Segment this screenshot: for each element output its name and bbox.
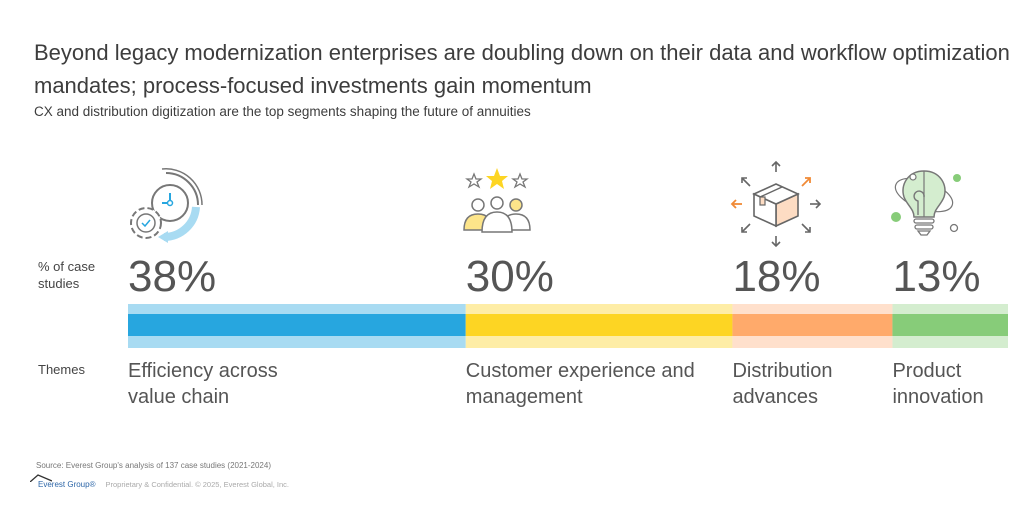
value-label-efficiency: 38% <box>128 252 217 301</box>
bar-segment-customer-experience <box>465 314 733 336</box>
themes-row-label: Themes <box>38 362 85 377</box>
customer-rating-icon <box>463 168 531 233</box>
lightbulb-innovation-icon <box>891 170 961 236</box>
footer: Everest Group® Proprietary & Confidentia… <box>30 474 290 489</box>
roof-icon <box>30 474 52 482</box>
chart-subtitle: CX and distribution digitization are the… <box>34 104 531 119</box>
theme-label-product-innovation: Product innovation <box>892 360 984 408</box>
logo-text: Everest Group® <box>38 480 96 489</box>
value-label-distribution: 18% <box>732 252 821 301</box>
everest-group-logo: Everest Group® <box>30 474 96 489</box>
theme-label-customer-experience: Customer experience and management <box>465 360 695 408</box>
package-distribution-icon <box>730 160 822 248</box>
value-label-product-innovation: 13% <box>892 252 981 301</box>
bar-segment-distribution <box>732 314 893 336</box>
chart-title: Beyond legacy modernization enterprises … <box>34 40 1010 98</box>
theme-label-efficiency: Efficiency across value chain <box>128 360 278 408</box>
source-note: Source: Everest Group's analysis of 137 … <box>36 461 271 470</box>
theme-label-distribution: Distribution advances <box>732 360 833 408</box>
value-label-customer-experience: 30% <box>465 252 554 301</box>
bar-segment-product-innovation <box>892 314 1008 336</box>
copyright-text: Proprietary & Confidential. © 2025, Ever… <box>105 480 290 489</box>
percent-row-label: % of case studies <box>38 259 96 291</box>
clock-gear-icon <box>130 168 203 243</box>
bar-segment-efficiency <box>128 314 466 336</box>
